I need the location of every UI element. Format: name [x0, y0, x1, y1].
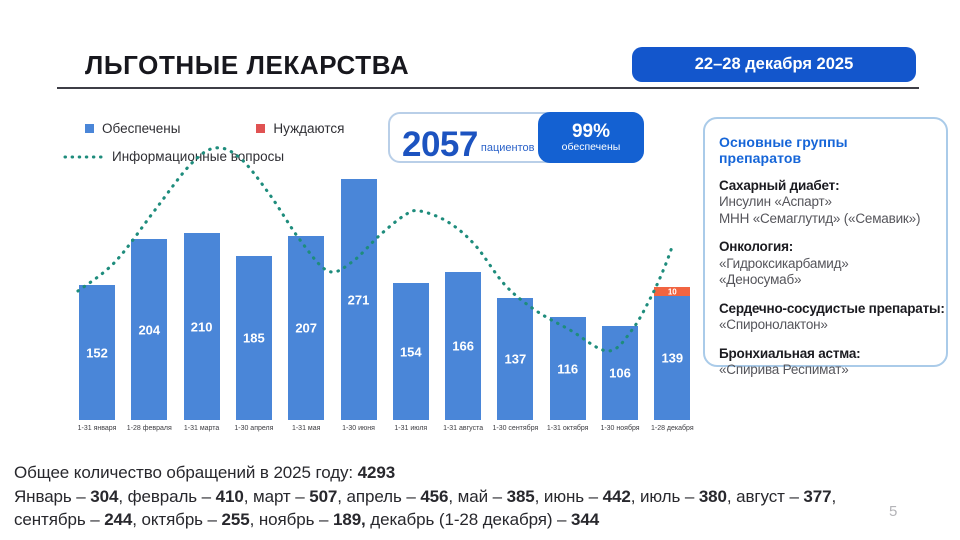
bar-provided: 271: [340, 179, 377, 420]
footer-total-line: Общее количество обращений в 2025 году: …: [14, 463, 396, 482]
footer-summary: Общее количество обращений в 2025 году: …: [14, 461, 894, 532]
bar-value-label: 154: [399, 344, 422, 359]
bar-value-label: 185: [243, 330, 265, 346]
drug-panel-title: Основные группы препаратов: [719, 134, 848, 166]
drug-item: «Спиронолактон»: [719, 317, 828, 333]
drug-item: МНН «Семаглутид» («Семавик»): [719, 210, 921, 226]
drug-group-diabetes: Сахарный диабет: Инсулин «Аспарт» МНН «С…: [719, 178, 932, 227]
bar-value-label: 116: [557, 361, 579, 376]
title-divider: [57, 87, 919, 89]
bar-provided: 152: [79, 285, 115, 420]
legend-provided-label: Обеспечены: [102, 121, 181, 136]
drug-item: «Спирива Респимат»: [719, 362, 849, 378]
bar-provided: 154: [392, 283, 429, 420]
date-badge: 22–28 декабря 2025: [632, 47, 916, 82]
bar-provided: 137: [497, 298, 534, 420]
x-axis-label: 1-28 декабря: [650, 425, 694, 432]
drug-group-heading: Онкология:: [719, 239, 794, 255]
bar-provided: 166: [445, 272, 482, 420]
drug-item: Инсулин «Аспарт»: [719, 194, 832, 210]
bar-value-label: 271: [347, 292, 370, 307]
chart-legend: Обеспечены Нуждаются: [85, 121, 344, 136]
bar-provided: 210: [183, 233, 220, 420]
percent-value: 99%: [571, 120, 611, 142]
bar-value-label: 139: [661, 350, 684, 366]
drug-item: «Гидроксикарбамид»: [719, 255, 849, 271]
drug-groups-panel: Основные группы препаратов Сахарный диаб…: [703, 117, 948, 377]
x-axis-label: 1-30 сентября: [492, 425, 539, 432]
footer-months-line-2: сентябрь – 244, октябрь – 255, ноябрь – …: [14, 510, 600, 529]
footer-months-line-1: Январь – 304, февраль – 410, март – 507,…: [14, 486, 837, 506]
bar-value-label: 210: [190, 319, 213, 334]
bar-provided: 204: [131, 239, 168, 420]
legend-needed-label: Нуждаются: [273, 121, 345, 136]
x-axis-label: 1-31 августа: [443, 425, 484, 432]
drug-group-asthma: Бронхиальная астма: «Спирива Респимат»: [719, 346, 932, 379]
bar-provided: 116: [549, 317, 586, 420]
bar-needed-value-label: 10: [667, 287, 677, 296]
legend-provided-swatch-icon: [85, 124, 94, 133]
bar-value-label: 207: [295, 320, 318, 336]
bar-value-label: 166: [452, 338, 474, 354]
x-axis-label: 1-31 октября: [546, 425, 589, 432]
bar-provided: 139: [654, 296, 691, 420]
page-number: 5: [889, 503, 898, 520]
drug-group-heading: Бронхиальная астма:: [719, 345, 861, 361]
bar-provided: 106: [602, 326, 638, 420]
x-axis-label: 1-31 марта: [183, 425, 220, 432]
drug-group-cardio: Сердечно-сосудистые препараты: «Спиронол…: [719, 300, 945, 334]
x-axis-label: 1-30 апреля: [234, 425, 274, 432]
bar-needed: 10: [654, 287, 691, 296]
x-axis-label: 1-31 июля: [394, 425, 428, 432]
bar-provided: 207: [288, 236, 325, 420]
drug-item: «Деносумаб»: [719, 272, 802, 288]
x-axis-label: 1-30 ноября: [600, 425, 640, 432]
bar-value-label: 137: [504, 351, 527, 367]
x-axis-label: 1-30 июня: [342, 425, 375, 432]
bar-value-label: 152: [86, 345, 108, 360]
bar-chart: 152 1-31 января 204 1-28 февраля 210 1-31 мар…: [0, 100, 960, 460]
x-axis-label: 1-28 февраля: [126, 425, 172, 432]
drug-group-heading: Сердечно-сосудистые препараты:: [719, 300, 945, 316]
x-axis-label: 1-31 мая: [291, 425, 321, 432]
bar-provided: 185: [235, 256, 272, 420]
page-title: ЛЬГОТНЫЕ ЛЕКАРСТВА: [85, 50, 410, 80]
legend-needed-swatch-icon: [256, 124, 266, 133]
bar-value-label: 204: [138, 322, 161, 337]
drug-group-oncology: Онкология: «Гидроксикарбамид» «Деносумаб…: [719, 239, 932, 288]
x-axis-label: 1-31 января: [77, 425, 117, 432]
bar-value-label: 106: [609, 365, 631, 381]
drug-group-heading: Сахарный диабет:: [719, 178, 840, 193]
